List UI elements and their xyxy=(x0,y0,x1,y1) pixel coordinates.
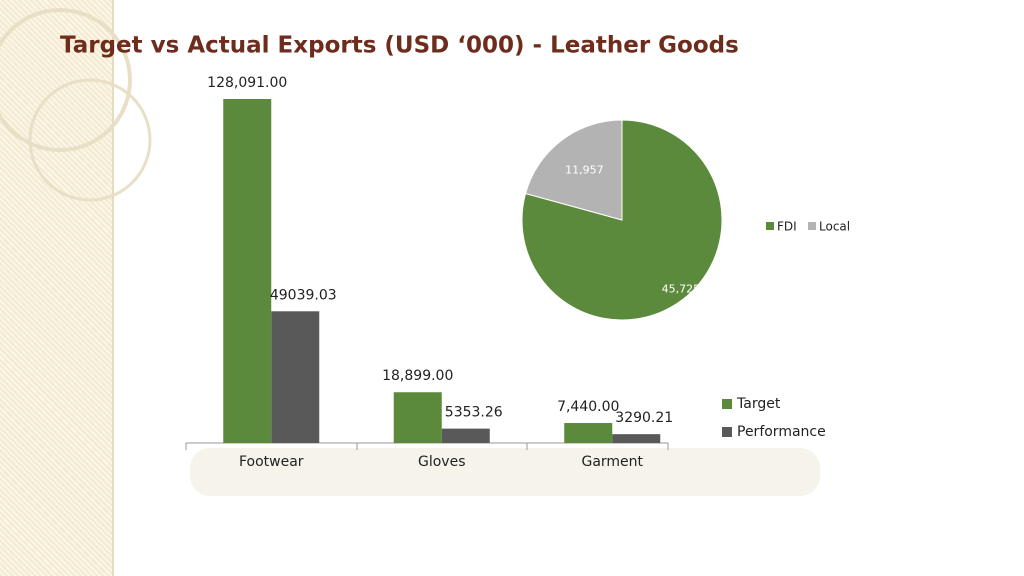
legend-label: FDI xyxy=(777,220,797,234)
legend-swatch xyxy=(808,222,816,230)
decorative-strip xyxy=(0,0,114,576)
legend-swatch xyxy=(722,427,732,437)
bar xyxy=(393,392,442,443)
pie-slice xyxy=(524,119,623,221)
x-tick-label: Footwear xyxy=(239,454,304,470)
x-tick-label: Garment xyxy=(581,454,643,470)
decor-ring xyxy=(28,78,152,202)
legend-swatch xyxy=(722,399,732,409)
x-tick-label: Gloves xyxy=(418,454,466,470)
value-label: 3290.21 xyxy=(615,410,673,426)
legend-label: Performance xyxy=(737,424,826,440)
value-label: 18,899.00 xyxy=(382,368,453,384)
bar xyxy=(441,428,490,443)
slice-label: 45,725.97 xyxy=(662,282,718,295)
decor-ring xyxy=(0,8,132,152)
bar xyxy=(564,423,613,443)
chart-shadow xyxy=(190,448,820,496)
slice-label: 11,957 xyxy=(565,164,604,177)
value-label: 7,440.00 xyxy=(557,399,619,415)
slide-title: Target vs Actual Exports (USD ‘000) - Le… xyxy=(60,33,739,59)
bar xyxy=(271,311,320,443)
bar xyxy=(612,434,661,443)
legend-swatch xyxy=(766,222,774,230)
legend-label: Local xyxy=(819,220,850,234)
value-label: 49039.03 xyxy=(270,287,337,303)
bar xyxy=(223,99,272,443)
value-label: 5353.26 xyxy=(445,405,503,421)
value-label: 128,091.00 xyxy=(207,75,287,91)
legend-label: Target xyxy=(736,396,781,412)
